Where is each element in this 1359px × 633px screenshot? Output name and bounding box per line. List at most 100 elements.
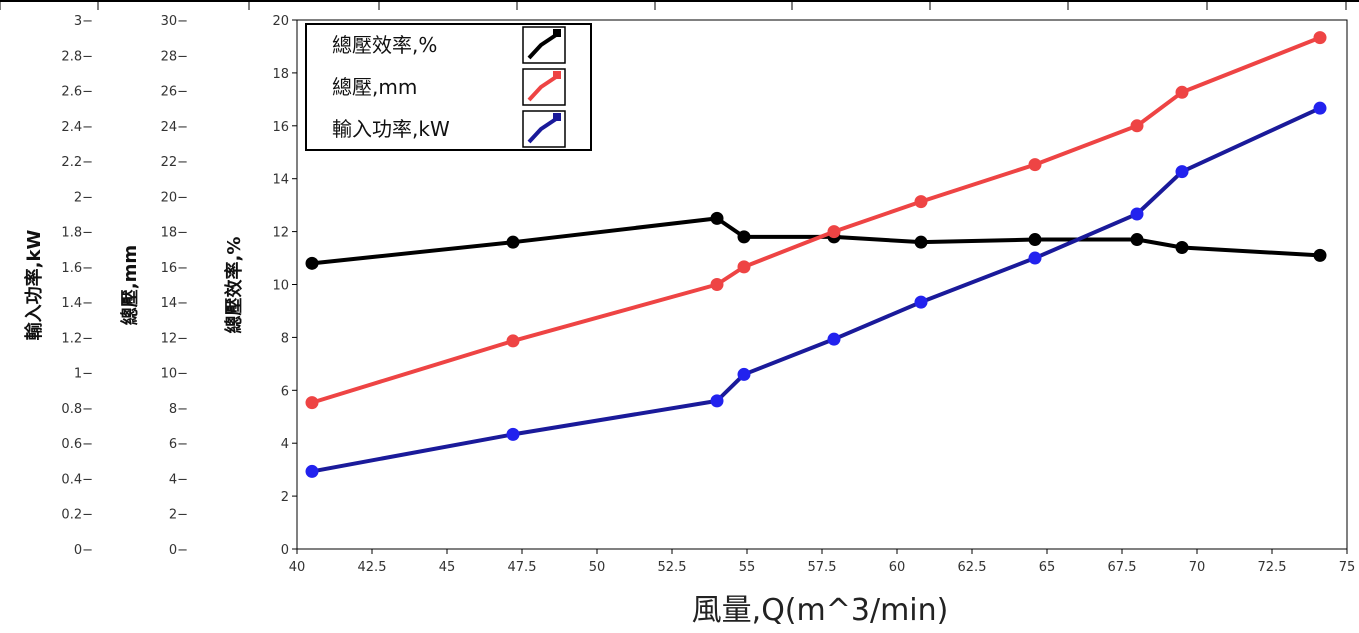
series-0-point <box>1028 233 1042 247</box>
series-2-point <box>1130 207 1144 221</box>
y2-tick-label: 1− <box>74 367 93 382</box>
series-0-point <box>710 211 724 225</box>
y0-tick-label: 10 <box>272 279 289 294</box>
y0-tick-label: 18 <box>272 67 289 82</box>
series-1-point <box>737 260 751 274</box>
series-0-point <box>1175 240 1189 254</box>
y1-tick-label: 30− <box>161 14 188 29</box>
y0-tick-label: 20 <box>272 14 289 29</box>
y2-tick-label: 0.6− <box>61 437 93 452</box>
series-0-point <box>1130 233 1144 247</box>
x-tick-label: 47.5 <box>508 560 537 575</box>
y2-tick-label: 1.2− <box>61 331 93 346</box>
series-2-point <box>1313 101 1327 115</box>
y2-tick-label: 1.4− <box>61 296 93 311</box>
x-tick-label: 67.5 <box>1108 560 1137 575</box>
y2-tick-label: 0− <box>74 543 93 558</box>
y0-tick-label: 14 <box>272 173 289 188</box>
legend-label: 總壓,mm <box>332 75 417 99</box>
y1-tick-label: 10− <box>161 367 188 382</box>
y2-tick-label: 0.4− <box>61 472 93 487</box>
y1-tick-label: 12− <box>161 331 188 346</box>
x-tick-label: 70 <box>1189 560 1206 575</box>
y1-axis-title: 總壓,mm <box>119 245 141 325</box>
y1-tick-label: 22− <box>161 155 188 170</box>
y0-tick-label: 8 <box>281 331 289 346</box>
y1-tick-label: 14− <box>161 296 188 311</box>
y0-tick-label: 12 <box>272 226 289 241</box>
series-1-point <box>1028 158 1042 172</box>
x-tick-label: 52.5 <box>658 560 687 575</box>
series-1-point <box>305 396 319 410</box>
series-1-point <box>914 195 928 209</box>
y1-tick-label: 2− <box>169 508 188 523</box>
series-1-point <box>1130 119 1144 133</box>
y0-tick-label: 0 <box>281 543 289 558</box>
series-1-point <box>506 334 520 348</box>
series-0-point <box>506 235 520 249</box>
x-tick-label: 45 <box>439 560 456 575</box>
y0-tick-label: 16 <box>272 120 289 135</box>
series-1-point <box>1313 31 1327 45</box>
legend-label: 總壓效率,% <box>332 33 437 57</box>
legend-swatch-marker <box>553 71 561 79</box>
legend-swatch-marker <box>553 113 561 121</box>
y1-tick-label: 6− <box>169 437 188 452</box>
x-tick-label: 57.5 <box>808 560 837 575</box>
y1-tick-label: 20− <box>161 190 188 205</box>
series-0-point <box>737 230 751 244</box>
series-1-point <box>1175 85 1189 99</box>
y2-tick-label: 2.8− <box>61 49 93 64</box>
y1-tick-label: 8− <box>169 402 188 417</box>
series-line-1 <box>311 35 1321 405</box>
y2-tick-label: 2.2− <box>61 155 93 170</box>
y0-tick-label: 6 <box>281 384 289 399</box>
x-tick-label: 50 <box>589 560 606 575</box>
series-2-point <box>305 464 319 478</box>
y2-tick-label: 3− <box>74 14 93 29</box>
y2-tick-label: 1.6− <box>61 261 93 276</box>
y2-axis-title: 輸入功率,kW <box>23 230 45 341</box>
y2-tick-label: 2− <box>74 190 93 205</box>
y0-tick-label: 2 <box>281 490 289 505</box>
y0-axis-title: 總壓效率,% <box>223 237 245 334</box>
y1-tick-label: 26− <box>161 85 188 100</box>
series-line-0 <box>311 216 1321 266</box>
y1-tick-label: 4− <box>169 472 188 487</box>
x-tick-label: 55 <box>739 560 756 575</box>
series-2-point <box>506 427 520 441</box>
y2-tick-label: 0.2− <box>61 508 93 523</box>
x-tick-label: 42.5 <box>358 560 387 575</box>
series-2-point <box>1028 251 1042 265</box>
y2-tick-label: 2.6− <box>61 85 93 100</box>
series-2-point <box>827 332 841 346</box>
legend-swatch-marker <box>553 29 561 37</box>
series-1-point <box>710 278 724 291</box>
series-line-2 <box>311 106 1321 474</box>
series-0-point <box>305 256 319 270</box>
x-tick-label: 72.5 <box>1258 560 1287 575</box>
x-tick-label: 75 <box>1339 560 1356 575</box>
y1-tick-label: 0− <box>169 543 188 558</box>
y1-tick-label: 18− <box>161 226 188 241</box>
series-2-point <box>737 367 751 381</box>
y1-tick-label: 28− <box>161 49 188 64</box>
x-tick-label: 65 <box>1039 560 1056 575</box>
series-2-point <box>1175 165 1189 179</box>
y2-tick-label: 0.8− <box>61 402 93 417</box>
x-tick-label: 62.5 <box>958 560 987 575</box>
series-1-point <box>827 225 841 239</box>
series-0-point <box>1313 248 1327 262</box>
y2-tick-label: 2.4− <box>61 120 93 135</box>
y2-tick-label: 1.8− <box>61 226 93 241</box>
y0-tick-label: 4 <box>281 437 289 452</box>
series-2-point <box>914 295 928 309</box>
x-tick-label: 60 <box>889 560 906 575</box>
x-tick-label: 40 <box>289 560 306 575</box>
x-axis-title: 風量,Q(m^3/min) <box>692 593 949 628</box>
y1-tick-label: 16− <box>161 261 188 276</box>
series-0-point <box>914 235 928 249</box>
series-2-point <box>710 394 724 408</box>
legend-label: 輸入功率,kW <box>332 117 450 141</box>
